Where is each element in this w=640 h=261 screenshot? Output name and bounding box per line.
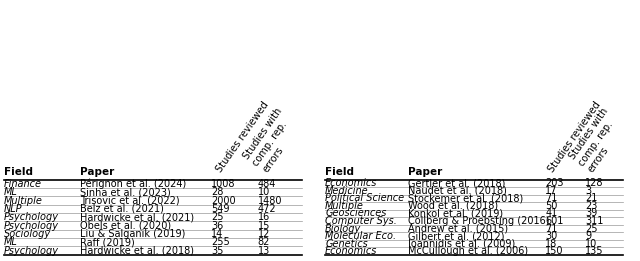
Text: Studies reviewed: Studies reviewed [214, 100, 270, 175]
Text: 549: 549 [211, 204, 230, 214]
Text: Andrew et al. (2015): Andrew et al. (2015) [408, 223, 508, 234]
Text: 21: 21 [586, 193, 598, 203]
Text: Multiple: Multiple [4, 195, 43, 205]
Text: 25: 25 [211, 212, 224, 222]
Text: Stockemer et al. (2018): Stockemer et al. (2018) [408, 193, 524, 203]
Text: ML: ML [4, 187, 18, 197]
Text: 601: 601 [545, 216, 564, 226]
Text: Field: Field [4, 167, 33, 177]
Text: 13: 13 [258, 246, 270, 256]
Text: 311: 311 [586, 216, 604, 226]
Text: Trisovic et al. (2022): Trisovic et al. (2022) [80, 195, 180, 205]
Text: 14: 14 [211, 229, 223, 239]
Text: Economics: Economics [325, 246, 378, 256]
Text: 17: 17 [545, 186, 557, 196]
Text: Genetics: Genetics [325, 239, 368, 248]
Text: 12: 12 [258, 229, 270, 239]
Text: 16: 16 [258, 212, 270, 222]
Text: Wood et al. (2018): Wood et al. (2018) [408, 201, 499, 211]
Text: Psychology: Psychology [4, 212, 59, 222]
Text: Field: Field [325, 167, 354, 177]
Text: Hardwicke et al. (2018): Hardwicke et al. (2018) [80, 246, 194, 256]
Text: 128: 128 [586, 179, 604, 188]
Text: Raff (2019): Raff (2019) [80, 237, 134, 247]
Text: Studies reviewed: Studies reviewed [546, 100, 602, 175]
Text: 9: 9 [586, 231, 591, 241]
Text: 35: 35 [211, 246, 223, 256]
Text: Political Science: Political Science [325, 193, 404, 203]
Text: Hardwicke et al. (2021): Hardwicke et al. (2021) [80, 212, 194, 222]
Text: 1480: 1480 [258, 195, 282, 205]
Text: Biology: Biology [325, 223, 362, 234]
Text: 150: 150 [545, 246, 564, 256]
Text: 30: 30 [545, 231, 557, 241]
Text: 71: 71 [545, 223, 557, 234]
Text: 10: 10 [586, 239, 598, 248]
Text: 36: 36 [211, 221, 223, 231]
Text: Obels et al. (2020): Obels et al. (2020) [80, 221, 171, 231]
Text: Paper: Paper [80, 167, 114, 177]
Text: 15: 15 [258, 221, 270, 231]
Text: Studies with
comp. rep.
errors: Studies with comp. rep. errors [567, 106, 629, 175]
Text: Geosciences: Geosciences [325, 209, 387, 218]
Text: 25: 25 [586, 223, 598, 234]
Text: Medicine: Medicine [325, 186, 369, 196]
Text: Sinha et al. (2023): Sinha et al. (2023) [80, 187, 171, 197]
Text: Belz et al. (2021): Belz et al. (2021) [80, 204, 164, 214]
Text: Liu & Salganik (2019): Liu & Salganik (2019) [80, 229, 186, 239]
Text: Sociology: Sociology [4, 229, 51, 239]
Text: 1008: 1008 [211, 179, 236, 189]
Text: 18: 18 [545, 239, 557, 248]
Text: Multiple: Multiple [325, 201, 364, 211]
Text: Pérignon et al. (2024): Pérignon et al. (2024) [80, 179, 186, 189]
Text: Ioannidis et al. (2009): Ioannidis et al. (2009) [408, 239, 516, 248]
Text: 82: 82 [258, 237, 270, 247]
Text: Psychology: Psychology [4, 246, 59, 256]
Text: 255: 255 [211, 237, 230, 247]
Text: 472: 472 [258, 204, 276, 214]
Text: 41: 41 [545, 209, 557, 218]
Text: 50: 50 [545, 201, 557, 211]
Text: 203: 203 [545, 179, 564, 188]
Text: 39: 39 [586, 209, 598, 218]
Text: NLP: NLP [4, 204, 22, 214]
Text: Gertler et al. (2018): Gertler et al. (2018) [408, 179, 506, 188]
Text: 135: 135 [586, 246, 604, 256]
Text: 10: 10 [258, 187, 270, 197]
Text: Konkol et al. (2019): Konkol et al. (2019) [408, 209, 504, 218]
Text: ML: ML [4, 237, 18, 247]
Text: 71: 71 [545, 193, 557, 203]
Text: Gilbert et al. (2012): Gilbert et al. (2012) [408, 231, 505, 241]
Text: 484: 484 [258, 179, 276, 189]
Text: Studies with
comp. rep.
errors: Studies with comp. rep. errors [242, 106, 303, 175]
Text: Paper: Paper [408, 167, 442, 177]
Text: 28: 28 [211, 187, 223, 197]
Text: Naudet et al. (2018): Naudet et al. (2018) [408, 186, 507, 196]
Text: Economics: Economics [325, 179, 378, 188]
Text: Finance: Finance [4, 179, 42, 189]
Text: Molecular Eco.: Molecular Eco. [325, 231, 396, 241]
Text: McCullough et al. (2006): McCullough et al. (2006) [408, 246, 529, 256]
Text: Psychology: Psychology [4, 221, 59, 231]
Text: 3: 3 [586, 186, 591, 196]
Text: Computer Sys.: Computer Sys. [325, 216, 397, 226]
Text: Collberg & Proebsting (2016): Collberg & Proebsting (2016) [408, 216, 550, 226]
Text: 2000: 2000 [211, 195, 236, 205]
Text: 23: 23 [586, 201, 598, 211]
